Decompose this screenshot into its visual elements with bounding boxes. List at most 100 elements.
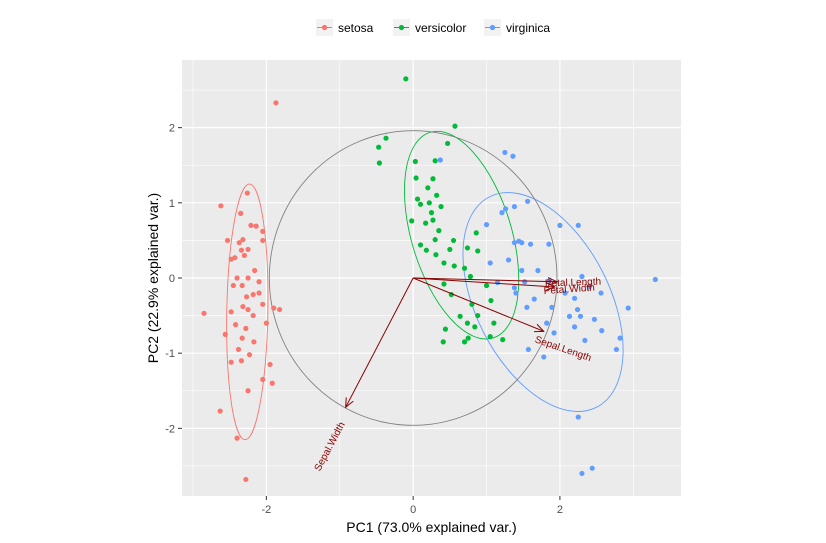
versicolor-point [417, 242, 424, 248]
virginica-point [511, 285, 518, 291]
setosa-point [235, 346, 242, 353]
x-tick-label: 0 [410, 504, 416, 516]
versicolor-point [432, 158, 438, 164]
versicolor-point [464, 245, 471, 251]
petal-length-label: Petal.Length [545, 277, 602, 290]
virginica-point [579, 470, 585, 477]
versicolor-point [409, 218, 415, 224]
sepal-length-arrow [412, 277, 544, 331]
setosa-point [230, 282, 236, 289]
virginica-point [575, 222, 581, 228]
versicolor-point [383, 135, 389, 141]
versicolor-point [465, 335, 471, 341]
setosa-point [239, 282, 245, 289]
setosa-point [252, 267, 258, 274]
virginica-point [541, 354, 547, 360]
versicolor-point [423, 220, 429, 226]
virginica-point [577, 313, 584, 319]
grid-lines [182, 60, 681, 496]
versicolor-point [376, 144, 382, 150]
virginica-point [511, 240, 518, 246]
versicolor-point [376, 160, 382, 166]
versicolor-point [412, 158, 418, 165]
setosa-point [276, 306, 283, 313]
virginica-point [511, 203, 518, 210]
y-tick-label: 0 [169, 273, 175, 285]
setosa-point [260, 301, 266, 307]
virginica-point [525, 198, 531, 204]
versicolor-point [440, 339, 446, 345]
virginica-point [502, 149, 508, 156]
virginica-point [546, 241, 552, 247]
setosa-point [243, 325, 249, 331]
virginica-legend-key [484, 19, 501, 36]
versicolor-point [472, 324, 478, 330]
virginica-point [437, 157, 443, 163]
setosa-point [244, 190, 250, 196]
virginica-point [510, 153, 516, 159]
setosa-point [238, 210, 244, 216]
versicolor-point [441, 260, 447, 266]
setosa-legend-label: setosa [338, 21, 374, 35]
y-tick-label: 2 [169, 123, 175, 135]
petal-width-label: Petal.Width [543, 283, 595, 298]
virginica-point [522, 279, 528, 285]
setosa-point [239, 335, 245, 341]
setosa-point [228, 359, 234, 365]
versicolor-point [414, 196, 421, 202]
versicolor-point [417, 201, 424, 207]
setosa-point [217, 408, 223, 414]
versicolor-point [464, 320, 471, 326]
x-tick-label: 2 [557, 504, 563, 516]
virginica-point [589, 465, 595, 471]
versicolor-point [452, 123, 458, 129]
virginica-point [617, 335, 623, 341]
setosa-point [260, 376, 266, 383]
versicolor-point [500, 337, 506, 343]
x-tick-label: -2 [261, 504, 271, 516]
virginica-point [566, 313, 573, 319]
virginica-point [524, 304, 530, 310]
versicolor-point [403, 76, 409, 82]
setosa-point [240, 303, 246, 310]
setosa-point [238, 358, 245, 364]
setosa-point [245, 306, 251, 313]
virginica-point [499, 210, 505, 216]
virginica-point [531, 296, 537, 302]
virginica-point [487, 260, 493, 266]
versicolor-point [426, 200, 432, 206]
versicolor-point [445, 140, 451, 147]
virginica-legend-label: virginica [506, 21, 550, 35]
versicolor-point [488, 297, 494, 304]
setosa-point [234, 275, 240, 281]
setosa-point [238, 247, 245, 253]
versicolor-point [475, 248, 481, 254]
versicolor-point [433, 252, 439, 258]
setosa-point [269, 380, 275, 386]
versicolor-point [441, 281, 447, 287]
versicolor-point [451, 263, 457, 269]
y-tick-label: 1 [169, 198, 175, 210]
y-axis-title: PC2 (22.9% explained var.) [145, 193, 161, 363]
versicolor-point [438, 203, 444, 210]
setosa-point [222, 331, 228, 337]
setosa-point [251, 339, 257, 345]
setosa-point [267, 361, 273, 368]
setosa-point [201, 310, 207, 316]
versicolor-point [430, 176, 436, 182]
versicolor-point [487, 334, 493, 340]
setosa-point [256, 290, 262, 296]
setosa-point [245, 388, 251, 394]
virginica-point [483, 222, 490, 228]
x-axis-title: PC1 (73.0% explained var.) [346, 519, 516, 535]
setosa-point [273, 100, 279, 106]
setosa-point [248, 222, 254, 228]
virginica-point [503, 206, 509, 212]
setosa-point [256, 279, 262, 285]
virginica-point [557, 222, 563, 228]
versicolor-point [457, 313, 463, 319]
versicolor-point [432, 237, 438, 243]
versicolor-point [430, 217, 436, 223]
virginica-point [544, 320, 550, 326]
